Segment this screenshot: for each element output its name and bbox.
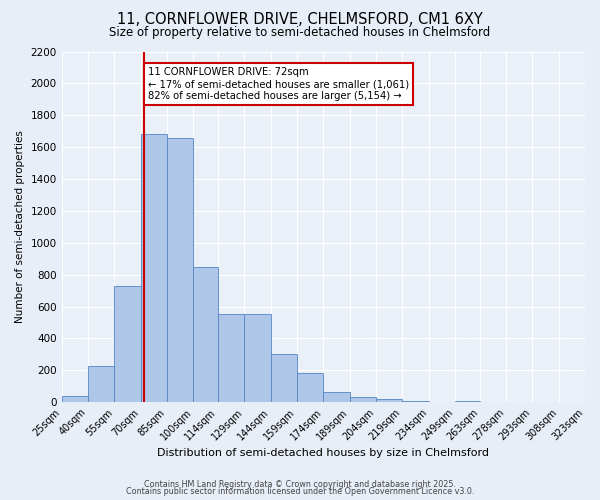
Text: Contains public sector information licensed under the Open Government Licence v3: Contains public sector information licen… [126,488,474,496]
Bar [455,400,479,402]
Bar [244,314,271,402]
X-axis label: Distribution of semi-detached houses by size in Chelmsford: Distribution of semi-detached houses by … [157,448,490,458]
Text: 11 CORNFLOWER DRIVE: 72sqm
← 17% of semi-detached houses are smaller (1,061)
82%: 11 CORNFLOWER DRIVE: 72sqm ← 17% of semi… [148,68,409,100]
Y-axis label: Number of semi-detached properties: Number of semi-detached properties [15,130,25,324]
Bar [88,366,115,402]
Bar [167,138,193,402]
Text: Size of property relative to semi-detached houses in Chelmsford: Size of property relative to semi-detach… [109,26,491,39]
Bar [218,314,244,402]
Bar [62,396,88,402]
Bar [403,400,429,402]
Bar [271,354,297,402]
Bar [193,268,218,402]
Bar [376,399,403,402]
Text: Contains HM Land Registry data © Crown copyright and database right 2025.: Contains HM Land Registry data © Crown c… [144,480,456,489]
Bar [297,372,323,402]
Text: 11, CORNFLOWER DRIVE, CHELMSFORD, CM1 6XY: 11, CORNFLOWER DRIVE, CHELMSFORD, CM1 6X… [117,12,483,28]
Bar [115,286,140,402]
Bar [350,396,376,402]
Bar [323,392,350,402]
Bar [140,134,167,402]
